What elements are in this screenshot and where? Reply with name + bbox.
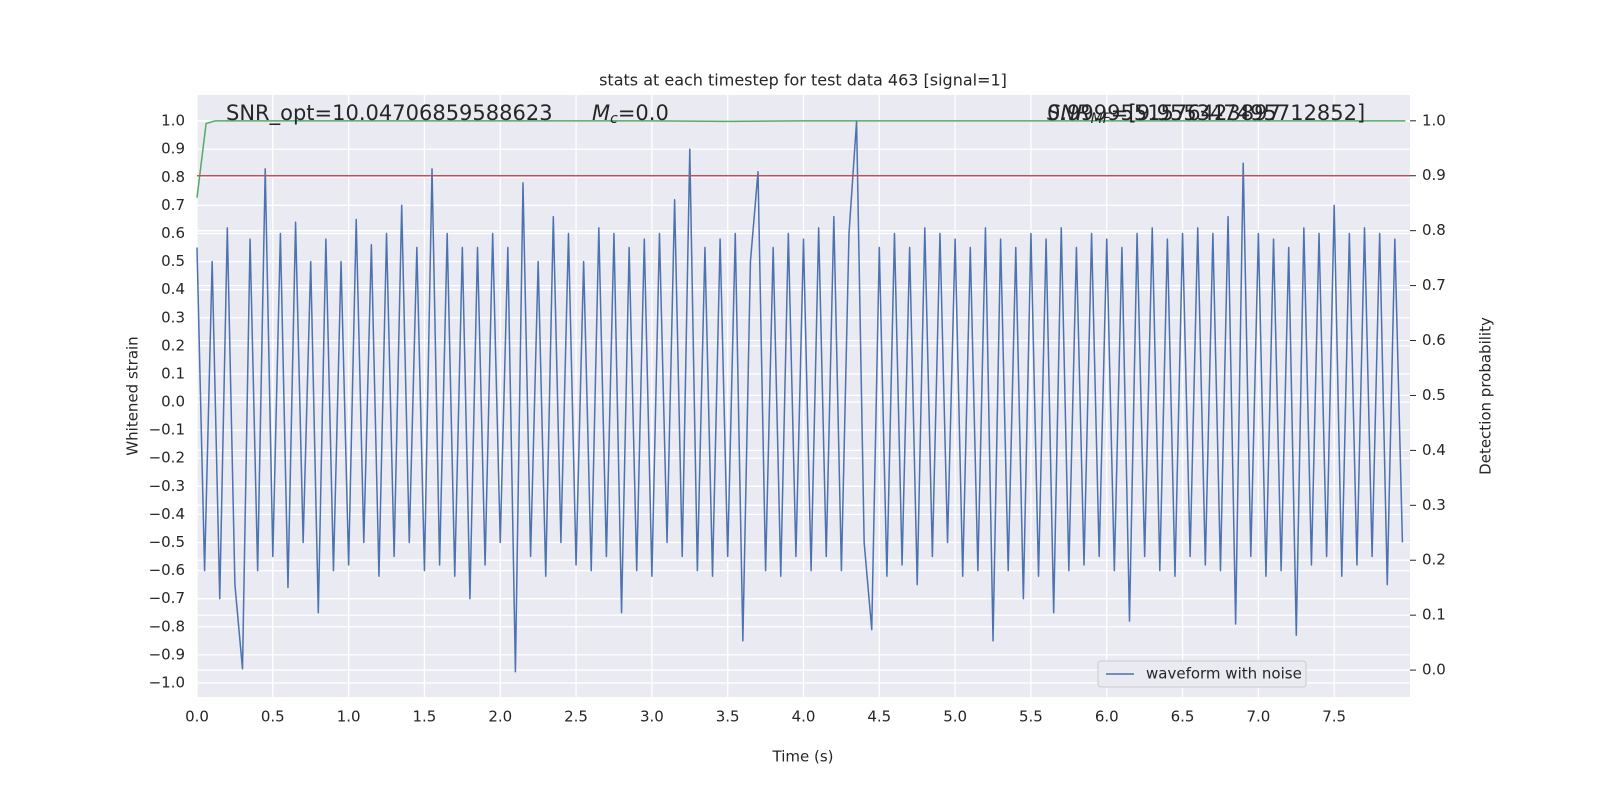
annotation: 0.9999551576423897 <box>1047 101 1281 125</box>
y-tick-label: 0.0 <box>161 393 185 411</box>
x-tick-label: 3.0 <box>640 708 664 726</box>
legend-label: waveform with noise <box>1146 665 1302 683</box>
y2-tick-label: 1.0 <box>1422 111 1446 129</box>
annotation-symbol: M <box>592 101 610 125</box>
y-tick-label: 0.9 <box>161 140 185 158</box>
y-tick-label: 0.4 <box>161 280 185 298</box>
x-axis-label: Time (s) <box>772 748 834 766</box>
x-tick-label: 1.5 <box>413 708 437 726</box>
y-tick-label: 0.2 <box>161 336 185 354</box>
y-tick-label: 0.7 <box>161 196 185 214</box>
y-tick-label: 0.5 <box>161 252 185 270</box>
annotation-text: =0.0 <box>618 101 669 125</box>
x-tick-label: 4.5 <box>867 708 891 726</box>
data-line <box>196 120 1404 673</box>
y-tick-label: −0.8 <box>149 617 185 635</box>
x-tick-label: 5.5 <box>1019 708 1043 726</box>
y2-tick-label: 0.5 <box>1422 386 1446 404</box>
annotation-subscript: MF <box>1091 111 1112 127</box>
x-tick-label: 6.5 <box>1171 708 1195 726</box>
annotation-text: =[9.955347495712852] <box>1111 101 1365 125</box>
annotation-subscript: c <box>610 111 618 127</box>
data-line <box>196 120 1406 198</box>
chart-title: stats at each timestep for test data 463… <box>599 71 1007 90</box>
y2-tick-label: 0.7 <box>1422 276 1446 294</box>
x-tick-label: 1.0 <box>337 708 361 726</box>
x-tick-label: 3.5 <box>716 708 740 726</box>
y-tick-label: −0.6 <box>149 561 185 579</box>
y-tick-label: 1.0 <box>161 112 185 130</box>
y-tick-label: −0.5 <box>149 533 185 551</box>
annotation-symbol: SNR <box>1047 101 1091 125</box>
legend-box <box>1097 660 1307 688</box>
x-tick-label: 0.5 <box>261 708 285 726</box>
x-tick-label: 2.0 <box>488 708 512 726</box>
y2-tick-label: 0.0 <box>1422 661 1446 679</box>
x-tick-label: 5.0 <box>943 708 967 726</box>
x-tick-label: 6.0 <box>1095 708 1119 726</box>
y2-tick-label: 0.3 <box>1422 496 1446 514</box>
y-tick-label: −1.0 <box>149 673 185 691</box>
x-tick-label: 7.0 <box>1246 708 1270 726</box>
y2-tick-label: 0.1 <box>1422 606 1446 624</box>
x-tick-label: 7.5 <box>1322 708 1346 726</box>
y2-tick-label: 0.2 <box>1422 551 1446 569</box>
x-tick-label: 0.0 <box>185 708 209 726</box>
annotation: Mc=0.0 <box>592 101 669 127</box>
y-tick-label: −0.2 <box>149 449 185 467</box>
y2-tick-label: 0.8 <box>1422 221 1446 239</box>
y2-tick-label: 0.4 <box>1422 441 1446 459</box>
y2-axis-label: Detection probability <box>1477 317 1495 475</box>
y-tick-label: −0.9 <box>149 645 185 663</box>
y-tick-label: 0.3 <box>161 308 185 326</box>
y-tick-label: −0.4 <box>149 505 185 523</box>
x-tick-label: 4.0 <box>792 708 816 726</box>
y-axis-label: Whitened strain <box>124 336 142 455</box>
y-tick-label: −0.1 <box>149 421 185 439</box>
y-tick-label: −0.3 <box>149 477 185 495</box>
x-tick-label: 2.5 <box>564 708 588 726</box>
y2-tick-label: 0.9 <box>1422 166 1446 184</box>
annotation: SNRMF=[9.955347495712852] <box>1047 101 1365 127</box>
y-tick-label: 0.8 <box>161 168 185 186</box>
annotation: SNR_opt=10.04706859588623 <box>226 101 553 126</box>
y-tick-label: 0.1 <box>161 364 185 382</box>
y-tick-label: −0.7 <box>149 589 185 607</box>
y2-tick-label: 0.6 <box>1422 331 1446 349</box>
y-tick-label: 0.6 <box>161 224 185 242</box>
